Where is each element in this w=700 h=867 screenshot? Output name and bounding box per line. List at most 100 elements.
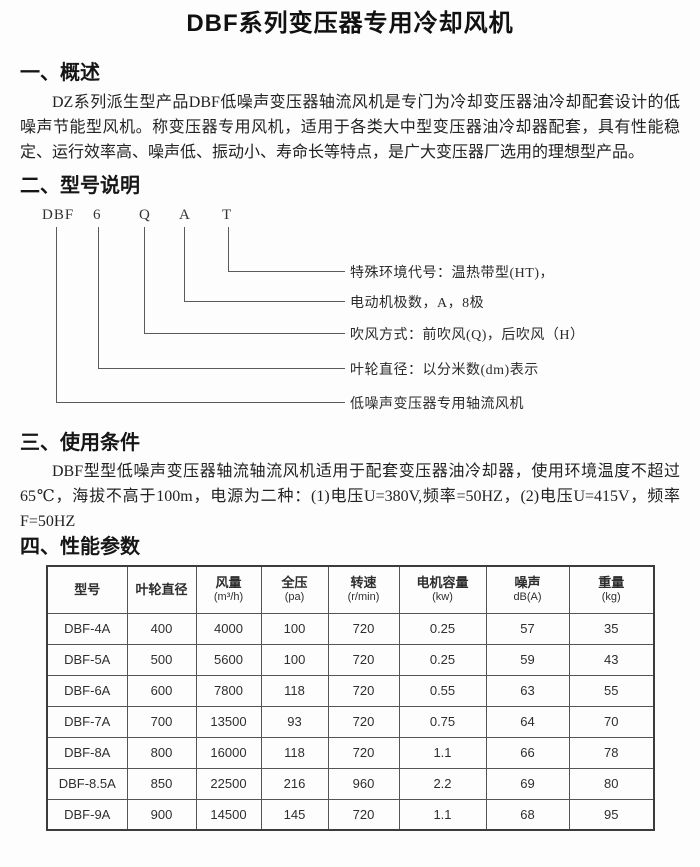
cell: 1.1 (398, 736, 487, 769)
cell: DBF-8A (46, 736, 128, 769)
table-row: DBF-4A 400 4000 100 720 0.25 57 35 (46, 612, 655, 645)
col-unit: (kw) (432, 591, 453, 604)
model-code-environment: T (222, 207, 233, 223)
connector-line-horizontal (144, 333, 345, 334)
table-row: DBF-9A 900 14500 145 720 1.1 68 95 (46, 798, 655, 831)
model-label-series: 低噪声变压器专用轴流风机 (350, 397, 524, 412)
model-code-blow-mode: Q (139, 207, 151, 223)
cell: 145 (260, 798, 329, 831)
model-label-diameter: 叶轮直径：以分米数(dm)表示 (350, 363, 539, 378)
connector-line-horizontal (184, 301, 345, 302)
model-label-blow-mode: 吹风方式：前吹风(Q)，后吹风（H） (350, 328, 585, 343)
cell: 720 (327, 705, 400, 738)
connector-line-horizontal (56, 402, 345, 403)
cell: 63 (485, 674, 570, 707)
model-code-poles: A (179, 207, 191, 223)
cell: 59 (485, 643, 570, 676)
col-title: 全压 (281, 575, 308, 591)
col-unit: (kg) (601, 591, 621, 604)
cell: 800 (126, 736, 197, 769)
col-unit: (pa) (284, 591, 305, 604)
cell: 80 (568, 767, 655, 800)
col-noise: 噪声 dB(A) (485, 565, 570, 614)
model-code-diameter: 6 (93, 207, 102, 223)
cell: DBF-7A (46, 705, 128, 738)
cell: 43 (568, 643, 655, 676)
cell: 1.1 (398, 798, 487, 831)
cell: 0.55 (398, 674, 487, 707)
connector-line-vertical (98, 227, 99, 368)
cell: DBF-9A (46, 798, 128, 831)
cell: DBF-8.5A (46, 767, 128, 800)
col-motor-capacity: 电机容量 (kw) (398, 565, 487, 614)
cell: 720 (327, 612, 400, 645)
connector-line-horizontal (98, 368, 345, 369)
cell: 64 (485, 705, 570, 738)
col-air-volume: 风量 (m³/h) (195, 565, 262, 614)
table-row: DBF-6A 600 7800 118 720 0.55 63 55 (46, 674, 655, 707)
col-title: 噪声 (514, 575, 541, 591)
cell: DBF-5A (46, 643, 128, 676)
col-model: 型号 (46, 565, 128, 614)
col-title: 叶轮直径 (135, 581, 188, 597)
connector-line-vertical (228, 227, 229, 271)
col-total-pressure: 全压 (pa) (260, 565, 329, 614)
performance-table: 型号 叶轮直径 风量 (m³/h) 全压 (pa) 转速 (r/min) 电机容量 (k… (46, 565, 655, 831)
cell: 400 (126, 612, 197, 645)
connector-line-vertical (144, 227, 145, 333)
cell: 720 (327, 674, 400, 707)
cell: 600 (126, 674, 197, 707)
table-row: DBF-8A 800 16000 118 720 1.1 66 78 (46, 736, 655, 769)
cell: 78 (568, 736, 655, 769)
cell: 2.2 (398, 767, 487, 800)
cell: 100 (260, 643, 329, 676)
cell: 850 (126, 767, 197, 800)
col-unit: dB(A) (513, 591, 542, 604)
table-row: DBF-5A 500 5600 100 720 0.25 59 43 (46, 643, 655, 676)
cell: 55 (568, 674, 655, 707)
cell: 0.75 (398, 705, 487, 738)
cell: 720 (327, 798, 400, 831)
section-heading-performance: 四、性能参数 (20, 536, 140, 558)
cell: 66 (485, 736, 570, 769)
cell: 57 (485, 612, 570, 645)
col-title: 风量 (215, 575, 242, 591)
cell: 70 (568, 705, 655, 738)
cell: 16000 (195, 736, 262, 769)
overview-paragraph: DZ系列派生型产品DBF低噪声变压器轴流风机是专门为冷却变压器油冷却配套设计的低… (20, 94, 680, 161)
cell: 118 (260, 736, 329, 769)
cell: DBF-6A (46, 674, 128, 707)
model-code-prefix: DBF (42, 207, 75, 223)
cell: 700 (126, 705, 197, 738)
table-header-row: 型号 叶轮直径 风量 (m³/h) 全压 (pa) 转速 (r/min) 电机容量 (k… (46, 565, 655, 614)
col-title: 电机容量 (416, 575, 469, 591)
cell: 95 (568, 798, 655, 831)
cell: 900 (126, 798, 197, 831)
cell: 93 (260, 705, 329, 738)
connector-line-horizontal (228, 271, 345, 272)
connector-line-vertical (184, 227, 185, 301)
col-weight: 重量 (kg) (568, 565, 655, 614)
model-label-poles: 电动机极数，A，8极 (350, 296, 485, 311)
cell: 7800 (195, 674, 262, 707)
cell: 118 (260, 674, 329, 707)
section-heading-conditions: 三、使用条件 (20, 432, 140, 454)
cell: 720 (327, 643, 400, 676)
cell: 35 (568, 612, 655, 645)
cell: 5600 (195, 643, 262, 676)
col-title: 重量 (598, 575, 625, 591)
col-speed: 转速 (r/min) (327, 565, 400, 614)
cell: 69 (485, 767, 570, 800)
cell: 0.25 (398, 643, 487, 676)
conditions-paragraph: DBF型型低噪声变压器轴流轴流风机适用于配套变压器油冷却器，使用环境温度不超过6… (20, 463, 680, 530)
section-heading-model: 二、型号说明 (20, 175, 140, 197)
page-title: DBF系列变压器专用冷却风机 (186, 10, 514, 37)
cell: 0.25 (398, 612, 487, 645)
cell: 216 (260, 767, 329, 800)
cell: 100 (260, 612, 329, 645)
col-unit: (r/min) (347, 591, 380, 604)
cell: 13500 (195, 705, 262, 738)
table-row: DBF-8.5A 850 22500 216 960 2.2 69 80 (46, 767, 655, 800)
cell: 720 (327, 736, 400, 769)
